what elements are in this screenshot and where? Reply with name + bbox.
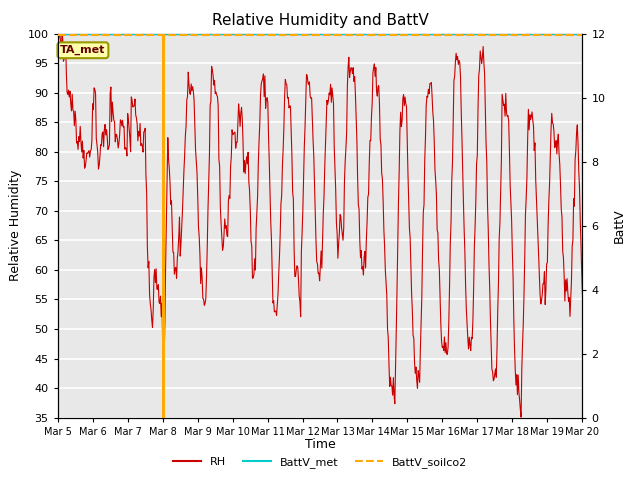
Text: TA_met: TA_met xyxy=(60,45,106,55)
X-axis label: Time: Time xyxy=(305,438,335,451)
Legend: RH, BattV_met, BattV_soilco2: RH, BattV_met, BattV_soilco2 xyxy=(169,452,471,472)
RH xyxy=(118,123,125,129)
Line: RH: RH xyxy=(58,34,582,417)
Y-axis label: Relative Humidity: Relative Humidity xyxy=(9,170,22,281)
RH xyxy=(172,265,179,271)
Title: Relative Humidity and BattV: Relative Humidity and BattV xyxy=(212,13,428,28)
RH xyxy=(385,335,392,341)
RH xyxy=(56,31,63,36)
RH xyxy=(64,92,72,97)
RH xyxy=(400,92,408,97)
RH xyxy=(517,414,525,420)
BattV_met xyxy=(54,31,61,36)
BattV_met xyxy=(89,31,97,36)
RH xyxy=(579,291,586,297)
RH xyxy=(199,296,207,301)
RH xyxy=(54,33,61,39)
Y-axis label: BattV: BattV xyxy=(612,208,625,243)
